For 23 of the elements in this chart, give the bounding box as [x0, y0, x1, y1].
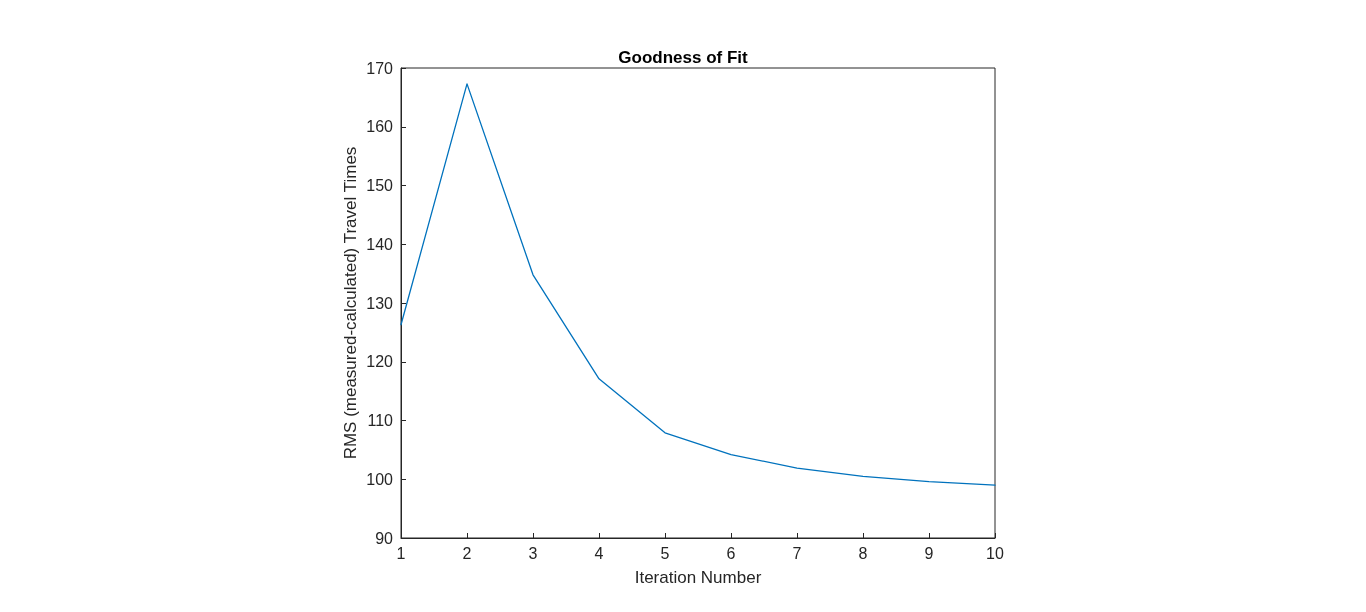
- x-axis-title: Iteration Number: [634, 568, 762, 587]
- line-series: [400, 83, 996, 486]
- y-tick-label: 150: [366, 177, 394, 194]
- x-tick-label: 3: [528, 544, 538, 562]
- y-tick-label: 130: [366, 294, 394, 312]
- y-tick-label: 140: [366, 235, 394, 253]
- y-tick-label: 110: [367, 412, 394, 429]
- y-tick-label: 120: [366, 353, 394, 371]
- x-tick-label: 6: [726, 544, 736, 562]
- y-tick-label: 100: [366, 470, 394, 488]
- x-tick-label: 5: [660, 544, 670, 562]
- x-tick-label: 2: [462, 544, 472, 562]
- chart-title: Goodness of Fit: [618, 48, 749, 67]
- x-tick-label: 4: [594, 544, 604, 562]
- x-tick-label: 7: [792, 544, 802, 562]
- x-tick-label: 1: [396, 544, 406, 562]
- y-tick-label: 90: [375, 529, 394, 547]
- y-axis-title: RMS (measured-calculated) Travel Times: [341, 146, 360, 460]
- x-tick-label: 8: [858, 544, 868, 562]
- x-tick-label: 9: [924, 544, 934, 562]
- y-tick-label: 160: [366, 118, 394, 136]
- x-tick-label: 10: [986, 544, 1004, 562]
- y-tick-label: 170: [366, 59, 394, 77]
